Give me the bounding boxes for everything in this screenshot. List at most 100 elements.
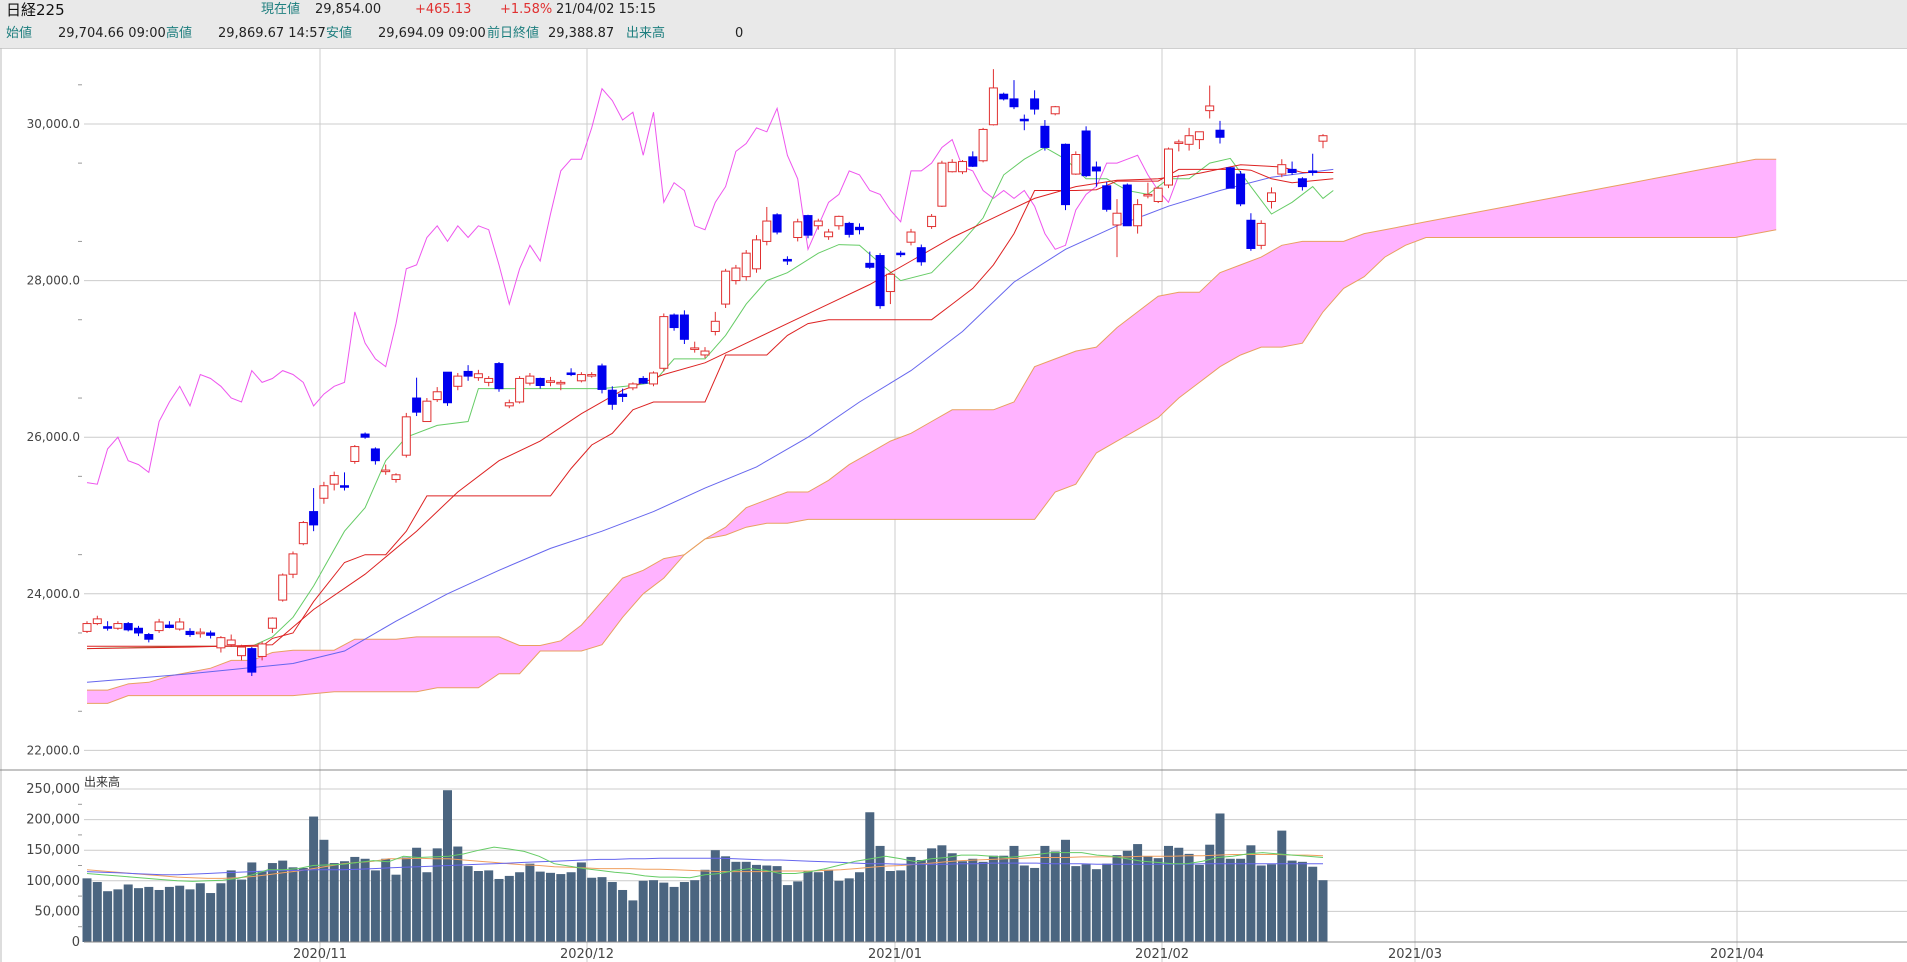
candle-up — [381, 464, 391, 475]
candle-body — [772, 214, 782, 233]
candle-body — [443, 371, 452, 404]
chart-canvas: 22,000.0 24,000.0 26,000.0 28,000.0 30,000.0… — [0, 48, 1907, 962]
candle-body — [123, 623, 133, 631]
volume-bar — [741, 861, 751, 942]
candle-up — [752, 235, 761, 273]
candle-body — [885, 273, 895, 293]
prev-close-value: 29,388.87 — [548, 26, 615, 41]
volume-bar — [381, 858, 391, 942]
volume-bar — [597, 877, 607, 942]
chikou-span-line — [86, 87, 1180, 485]
candle-up — [216, 636, 226, 653]
candle-body — [535, 377, 545, 387]
candle-body — [113, 623, 123, 629]
candle-down — [535, 377, 545, 389]
moving-average-line — [86, 168, 1334, 683]
volume-bar — [1122, 850, 1132, 942]
volume-bar — [92, 882, 102, 942]
volume-bar — [535, 871, 545, 942]
volume-axis-label: 250,000 — [26, 782, 80, 797]
candle-down — [144, 632, 154, 643]
volume-bar — [958, 861, 967, 942]
volume-bar — [1102, 863, 1112, 942]
volume-bar — [298, 867, 308, 942]
candle-up — [1256, 220, 1266, 250]
volume-bar — [1236, 858, 1246, 942]
ichimoku-cloud — [87, 159, 1777, 704]
candle-up — [1205, 85, 1215, 119]
candle-body — [257, 643, 267, 657]
candle-body — [597, 365, 607, 390]
candle-up — [762, 206, 772, 246]
current-price-label: 現在値 — [261, 2, 301, 17]
candle-down — [679, 310, 689, 345]
leading-span-a-line — [87, 158, 1777, 691]
candle-body — [546, 380, 555, 383]
candle-body — [896, 252, 906, 256]
candle-body — [103, 626, 113, 629]
volume-bar — [566, 872, 576, 942]
candle-up — [1112, 199, 1122, 258]
candle-down — [968, 151, 978, 168]
volume-bar — [1215, 813, 1225, 942]
volume-bar — [1318, 880, 1328, 942]
candle-body — [679, 314, 689, 340]
candle-up — [690, 341, 700, 353]
candle-body — [453, 375, 463, 387]
candle-body — [813, 220, 823, 227]
candle-body — [1194, 131, 1204, 141]
candle-down — [1081, 126, 1091, 178]
candle-down — [1297, 177, 1307, 191]
volume-bar — [927, 848, 937, 942]
candle-body — [1030, 98, 1040, 110]
candle-up — [793, 218, 803, 242]
candle-down — [206, 630, 216, 639]
candle-body — [576, 374, 586, 382]
candle-body — [267, 617, 277, 629]
candle-body — [1009, 98, 1019, 108]
candle-body — [628, 383, 638, 389]
candle-body — [916, 247, 926, 263]
candle-body — [865, 262, 875, 268]
candle-up — [721, 268, 731, 308]
candle-body — [855, 226, 864, 231]
volume-bar — [329, 863, 339, 942]
volume-axis-label: 200,000 — [26, 813, 80, 828]
candle-body — [906, 231, 916, 243]
candle-up — [350, 445, 360, 464]
candle-body — [1215, 129, 1225, 138]
candle-body — [875, 255, 885, 307]
volume-bar — [463, 866, 473, 942]
volume-bar — [319, 839, 329, 942]
volume-bar — [164, 886, 174, 942]
candle-body — [968, 156, 978, 167]
volume-bar — [288, 867, 298, 942]
candle-body — [164, 624, 174, 628]
volume-bar — [525, 863, 535, 942]
volume-bar — [968, 858, 978, 942]
volume-bar — [144, 886, 154, 942]
candle-up — [906, 228, 916, 246]
candle-up — [432, 387, 442, 402]
candle-down — [370, 447, 380, 465]
candle-body — [515, 377, 525, 403]
candle-up — [82, 621, 92, 633]
candle-body — [494, 363, 504, 390]
candle-body — [1164, 148, 1173, 186]
volume-bar — [618, 889, 628, 942]
candle-up — [556, 380, 566, 391]
candle-down — [896, 250, 906, 258]
volume-bar — [175, 885, 185, 942]
candle-up — [237, 644, 246, 661]
candle-up — [329, 471, 339, 491]
candle-down — [865, 251, 875, 269]
candle-body — [669, 314, 679, 329]
candle-down — [855, 223, 864, 235]
candle-up — [267, 617, 277, 633]
candle-body — [226, 639, 236, 646]
open-value: 29,704.66 09:00 — [58, 26, 166, 41]
candle-body — [587, 374, 597, 377]
volume-bar — [607, 882, 617, 942]
candle-up — [978, 127, 988, 163]
candle-body — [288, 553, 298, 575]
